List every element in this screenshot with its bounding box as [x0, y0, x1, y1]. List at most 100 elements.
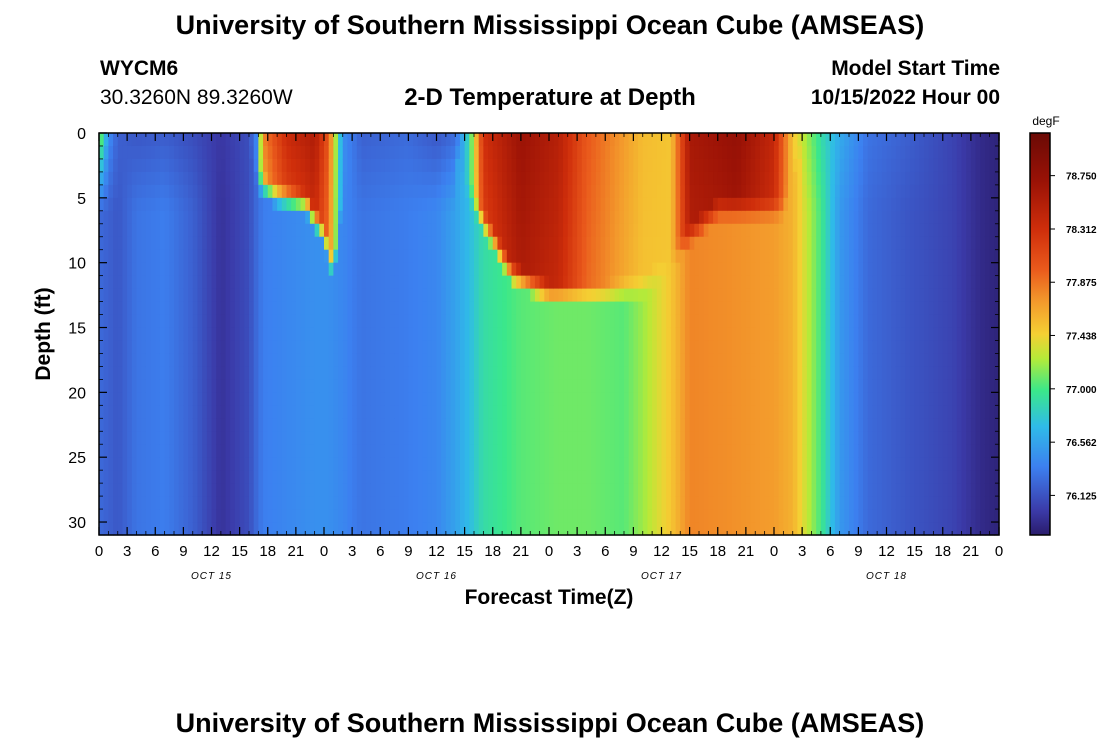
- heatmap-cell: [155, 327, 161, 342]
- heatmap-cell: [389, 431, 395, 445]
- heatmap-cell: [633, 236, 639, 251]
- heatmap-cell: [300, 197, 306, 212]
- heatmap-cell: [131, 379, 138, 393]
- heatmap-cell: [295, 197, 302, 212]
- heatmap-cell: [717, 483, 724, 497]
- heatmap-cell: [502, 236, 508, 251]
- heatmap-cell: [666, 496, 672, 510]
- heatmap-cell: [234, 236, 241, 251]
- heatmap-cell: [769, 522, 775, 536]
- heatmap-cell: [178, 418, 184, 432]
- heatmap-cell: [638, 392, 644, 406]
- heatmap-cell: [450, 392, 456, 406]
- heatmap-cell: [389, 184, 395, 199]
- heatmap-cell: [155, 184, 161, 199]
- heatmap-cell: [333, 301, 339, 316]
- heatmap-cell: [605, 379, 611, 393]
- heatmap-cell: [844, 340, 850, 355]
- heatmap-cell: [305, 496, 311, 510]
- heatmap-cell: [394, 262, 400, 277]
- heatmap-cell: [384, 327, 391, 342]
- heatmap-cell: [741, 405, 747, 419]
- heatmap-cell: [183, 340, 189, 355]
- heatmap-cell: [783, 184, 789, 199]
- heatmap-cell: [445, 483, 452, 497]
- heatmap-cell: [708, 314, 714, 329]
- heatmap-cell: [136, 522, 142, 536]
- heatmap-cell: [258, 314, 264, 329]
- heatmap-cell: [642, 522, 649, 536]
- heatmap-cell: [825, 431, 831, 445]
- heatmap-cell: [488, 483, 494, 497]
- heatmap-cell: [375, 405, 381, 419]
- heatmap-cell: [291, 184, 297, 199]
- heatmap-cell: [295, 158, 302, 173]
- heatmap-cell: [525, 340, 531, 355]
- heatmap-cell: [539, 171, 545, 186]
- heatmap-cell: [680, 301, 686, 316]
- heatmap-cell: [197, 431, 203, 445]
- heatmap-cell: [577, 288, 583, 303]
- heatmap-cell: [469, 249, 475, 264]
- heatmap-cell: [352, 223, 358, 238]
- heatmap-cell: [384, 301, 391, 316]
- heatmap-cell: [520, 210, 527, 225]
- heatmap-cell: [525, 431, 531, 445]
- heatmap-cell: [703, 133, 709, 147]
- heatmap-cell: [825, 509, 831, 523]
- heatmap-cell: [830, 210, 836, 225]
- heatmap-cell: [680, 418, 686, 432]
- heatmap-cell: [338, 275, 344, 290]
- heatmap-cell: [324, 249, 330, 264]
- heatmap-cell: [549, 184, 555, 199]
- heatmap-cell: [675, 133, 681, 147]
- heatmap-cell: [122, 288, 128, 303]
- heatmap-cell: [113, 171, 119, 186]
- heatmap-cell: [736, 262, 742, 277]
- heatmap-cell: [759, 522, 766, 536]
- heatmap-cell: [188, 327, 194, 342]
- heatmap-cell: [436, 444, 442, 458]
- heatmap-cell: [324, 496, 330, 510]
- heatmap-cell: [230, 392, 236, 406]
- heatmap-cell: [525, 522, 531, 536]
- heatmap-cell: [295, 392, 302, 406]
- heatmap-cell: [319, 301, 325, 316]
- heatmap-cell: [188, 197, 194, 212]
- heatmap-cell: [502, 171, 508, 186]
- heatmap-cell: [563, 353, 569, 368]
- heatmap-cell: [314, 522, 320, 536]
- heatmap-cell: [108, 366, 114, 380]
- heatmap-cell: [638, 522, 644, 536]
- heatmap-cell: [652, 236, 658, 251]
- heatmap-cell: [183, 171, 189, 186]
- heatmap-cell: [127, 327, 133, 342]
- heatmap-cell: [769, 340, 775, 355]
- heatmap-cell: [806, 496, 813, 510]
- heatmap-cell: [539, 379, 545, 393]
- heatmap-cell: [567, 249, 574, 264]
- heatmap-cell: [136, 509, 142, 523]
- heatmap-cell: [427, 353, 433, 368]
- heatmap-cell: [689, 392, 695, 406]
- heatmap-cell: [202, 249, 208, 264]
- heatmap-cell: [375, 262, 381, 277]
- heatmap-cell: [216, 418, 222, 432]
- heatmap-cell: [586, 314, 592, 329]
- heatmap-cell: [844, 133, 850, 147]
- heatmap-cell: [136, 314, 142, 329]
- heatmap-cell: [708, 133, 714, 147]
- heatmap-cell: [122, 158, 128, 173]
- heatmap-cell: [834, 444, 841, 458]
- heatmap-cell: [117, 496, 124, 510]
- heatmap-cell: [844, 145, 850, 160]
- heatmap-cell: [520, 470, 527, 484]
- heatmap-cell: [206, 327, 213, 342]
- heatmap-cell: [811, 133, 817, 147]
- heatmap-cell: [647, 366, 653, 380]
- heatmap-cell: [356, 145, 363, 160]
- heatmap-cell: [103, 249, 109, 264]
- heatmap-cell: [413, 236, 419, 251]
- heatmap-cell: [347, 431, 353, 445]
- heatmap-cell: [314, 223, 320, 238]
